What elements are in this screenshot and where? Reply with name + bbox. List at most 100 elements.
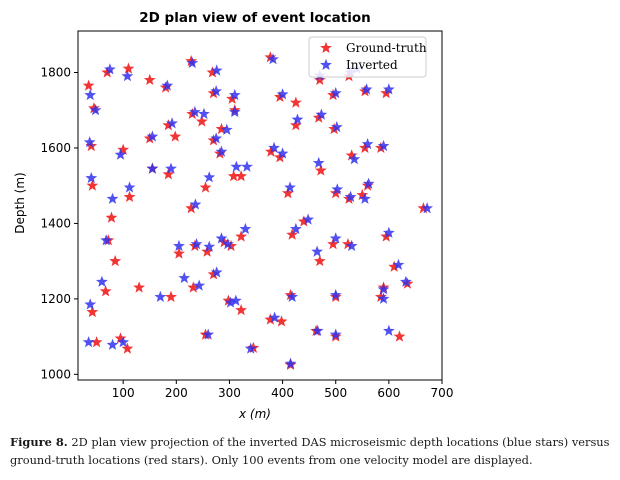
ground-truth-star [225,239,237,252]
x-tick-label: 100 [112,386,135,400]
ground-truth-star [185,202,198,214]
ground-truth-star [86,305,99,318]
inverted-star [193,279,206,291]
inverted-star [330,121,343,133]
ground-truth-star [201,245,214,257]
ground-truth-star [90,336,103,348]
inverted-star [210,132,223,144]
ground-truth-star [282,187,294,199]
y-tick-label: 1200 [40,292,71,306]
legend-marker [320,41,332,54]
inverted-star [276,147,289,159]
inverted-star [190,237,203,250]
ground-truth-star [356,188,369,201]
inverted-star [362,177,375,189]
inverted-star [203,240,216,252]
inverted-star [203,171,216,183]
inverted-star [228,105,241,118]
inverted-star [268,141,280,153]
ground-truth-star [143,132,156,144]
inverted-star [166,117,178,129]
inverted-star [286,290,299,303]
inverted-star [154,290,167,303]
inverted-star [360,83,373,95]
inverted-star [291,113,304,125]
inverted-star [82,336,95,348]
x-axis-label: x (m) [238,407,271,421]
inverted-star [85,171,98,184]
legend-marker [320,58,332,71]
ground-truth-star [117,143,130,155]
inverted-star [329,288,342,301]
y-tick-label: 1800 [40,66,71,80]
ground-truth-star [342,237,354,250]
ground-truth-star [207,268,220,280]
inverted-star [241,160,253,172]
inverted-star [359,192,371,204]
ground-truth-star [162,168,175,180]
ground-truth-star [235,304,248,316]
inverted-star [83,136,96,148]
ground-truth-star [88,102,100,114]
caption-label: Figure 8. [10,435,68,449]
inverted-star [146,130,159,142]
ground-truth-star [289,96,302,108]
legend-label: Ground-truth [346,41,427,55]
inverted-star [312,156,325,169]
ground-truth-star [222,294,235,306]
inverted-star [224,296,237,308]
event-location-chart: 2D plan view of event location 100 200 300… [13,10,453,421]
ground-truth-star [327,88,339,101]
y-tick-label: 1400 [40,216,71,230]
legend-box [308,36,427,78]
inverted-star [392,258,405,270]
inverted-star [239,222,252,235]
inverted-star [276,88,289,100]
ground-truth-star [235,170,248,182]
inverted-star [382,324,395,336]
inverted-star [329,232,342,244]
inverted-star [89,104,102,116]
ground-truth-star [235,230,248,242]
ground-truth-star [215,122,228,135]
y-tick-label: 1600 [40,141,71,155]
inverted-star [96,275,108,287]
inverted-star [311,245,324,257]
inverted-star [302,213,314,225]
inverted-star [210,266,223,278]
inverted-star [106,192,119,204]
inverted-star [100,234,113,246]
ground-truth-star [327,237,339,250]
ground-truth-star [114,332,127,344]
inverted-star [399,275,412,287]
x-tick-label: 600 [377,386,400,400]
ground-truth-star [199,181,212,193]
inverted-star [244,342,257,354]
ground-truth-star [388,260,401,272]
inverted-star [161,79,174,91]
inverted-star [311,324,324,336]
ground-truth-star [173,247,185,259]
inverted-star [348,153,361,165]
ground-truth-star [313,73,326,86]
ground-truth-star [99,285,112,297]
inverted-star [345,239,358,252]
inverted-star [289,222,302,235]
ground-truth-star [122,62,135,74]
inverted-star [315,108,328,120]
x-tick-label: 500 [324,386,347,400]
inverted-star [382,226,395,238]
inverted-star [189,198,202,210]
ground-truth-star [264,51,277,63]
inverted-star [84,88,97,101]
inverted-star [198,107,210,120]
ground-truth-star [207,87,220,99]
legend-label: Inverted [346,58,398,72]
x-tick-label: 300 [218,386,241,400]
inverted-star [284,181,296,193]
inverted-star [377,283,390,295]
inverted-star [221,237,234,250]
inverted-star [329,328,342,340]
inverted-star [377,292,390,304]
ground-truth-star [82,79,95,91]
